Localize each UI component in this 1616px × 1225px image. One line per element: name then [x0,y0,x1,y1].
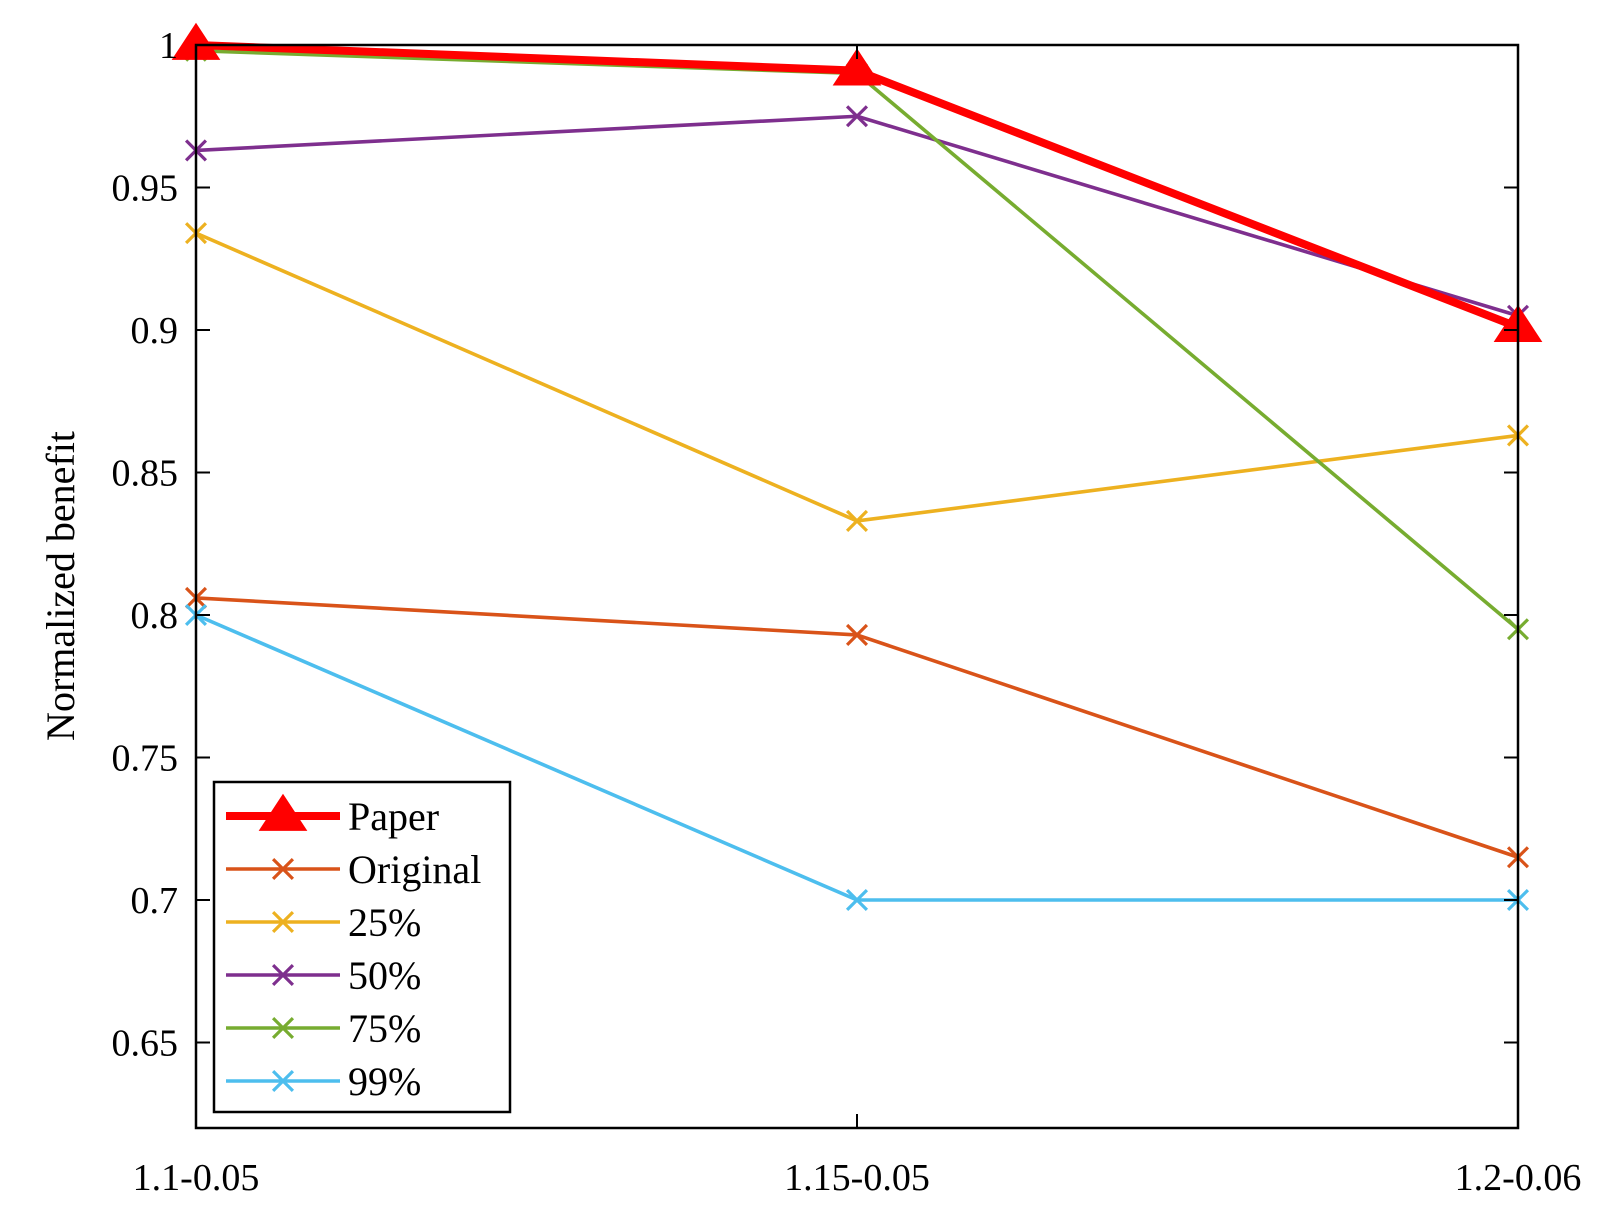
legend-marker [271,857,295,881]
legend-marker [271,963,295,987]
legend-label: 99% [348,1059,421,1104]
legend-item: Original [226,847,481,892]
y-tick-label: 0.8 [131,595,179,637]
legend-label: 25% [348,900,421,945]
legend-item: 75% [226,1006,421,1051]
x-tick-label: 1.15-0.05 [784,1157,930,1199]
data-point [832,48,882,86]
y-tick-label: 0.7 [131,880,179,922]
x-tick-label: 1.1-0.05 [133,1157,260,1199]
y-tick-label: 0.75 [112,738,179,780]
legend-marker [271,1069,295,1093]
data-point [845,888,869,912]
axis-ticks: 1.1-0.05 1.15-0.05 1.2-0.06 0.65 0.7 0.75 0.8 0… [112,25,1582,1199]
legend-label: 50% [348,953,421,998]
legend-marker [271,1016,295,1040]
legend-marker [258,793,308,831]
legend-label: Paper [348,794,439,839]
y-tick-label: 0.9 [131,310,179,352]
y-tick-label: 1 [159,25,178,67]
legend-box [212,780,512,1114]
legend-marker [271,910,295,934]
data-point [845,509,869,532]
legend-label: Original [348,847,481,892]
y-tick-label: 0.85 [112,453,179,495]
legend-item: 50% [226,953,421,998]
x-tick-label: 1.2-0.06 [1455,1157,1582,1199]
legend-item: Paper [226,793,439,839]
y-axis-label: Normalized benefit [38,431,83,741]
y-tick-label: 0.65 [112,1023,179,1065]
data-point [845,105,869,128]
legend-item: 25% [226,900,421,945]
legend-item: 99% [226,1059,421,1104]
legend: Paper Original 25% 50% 75% 99% [212,780,512,1114]
series-group [171,22,1543,912]
legend-label: 75% [348,1006,421,1051]
y-tick-label: 0.95 [112,168,179,210]
data-point [845,623,869,646]
